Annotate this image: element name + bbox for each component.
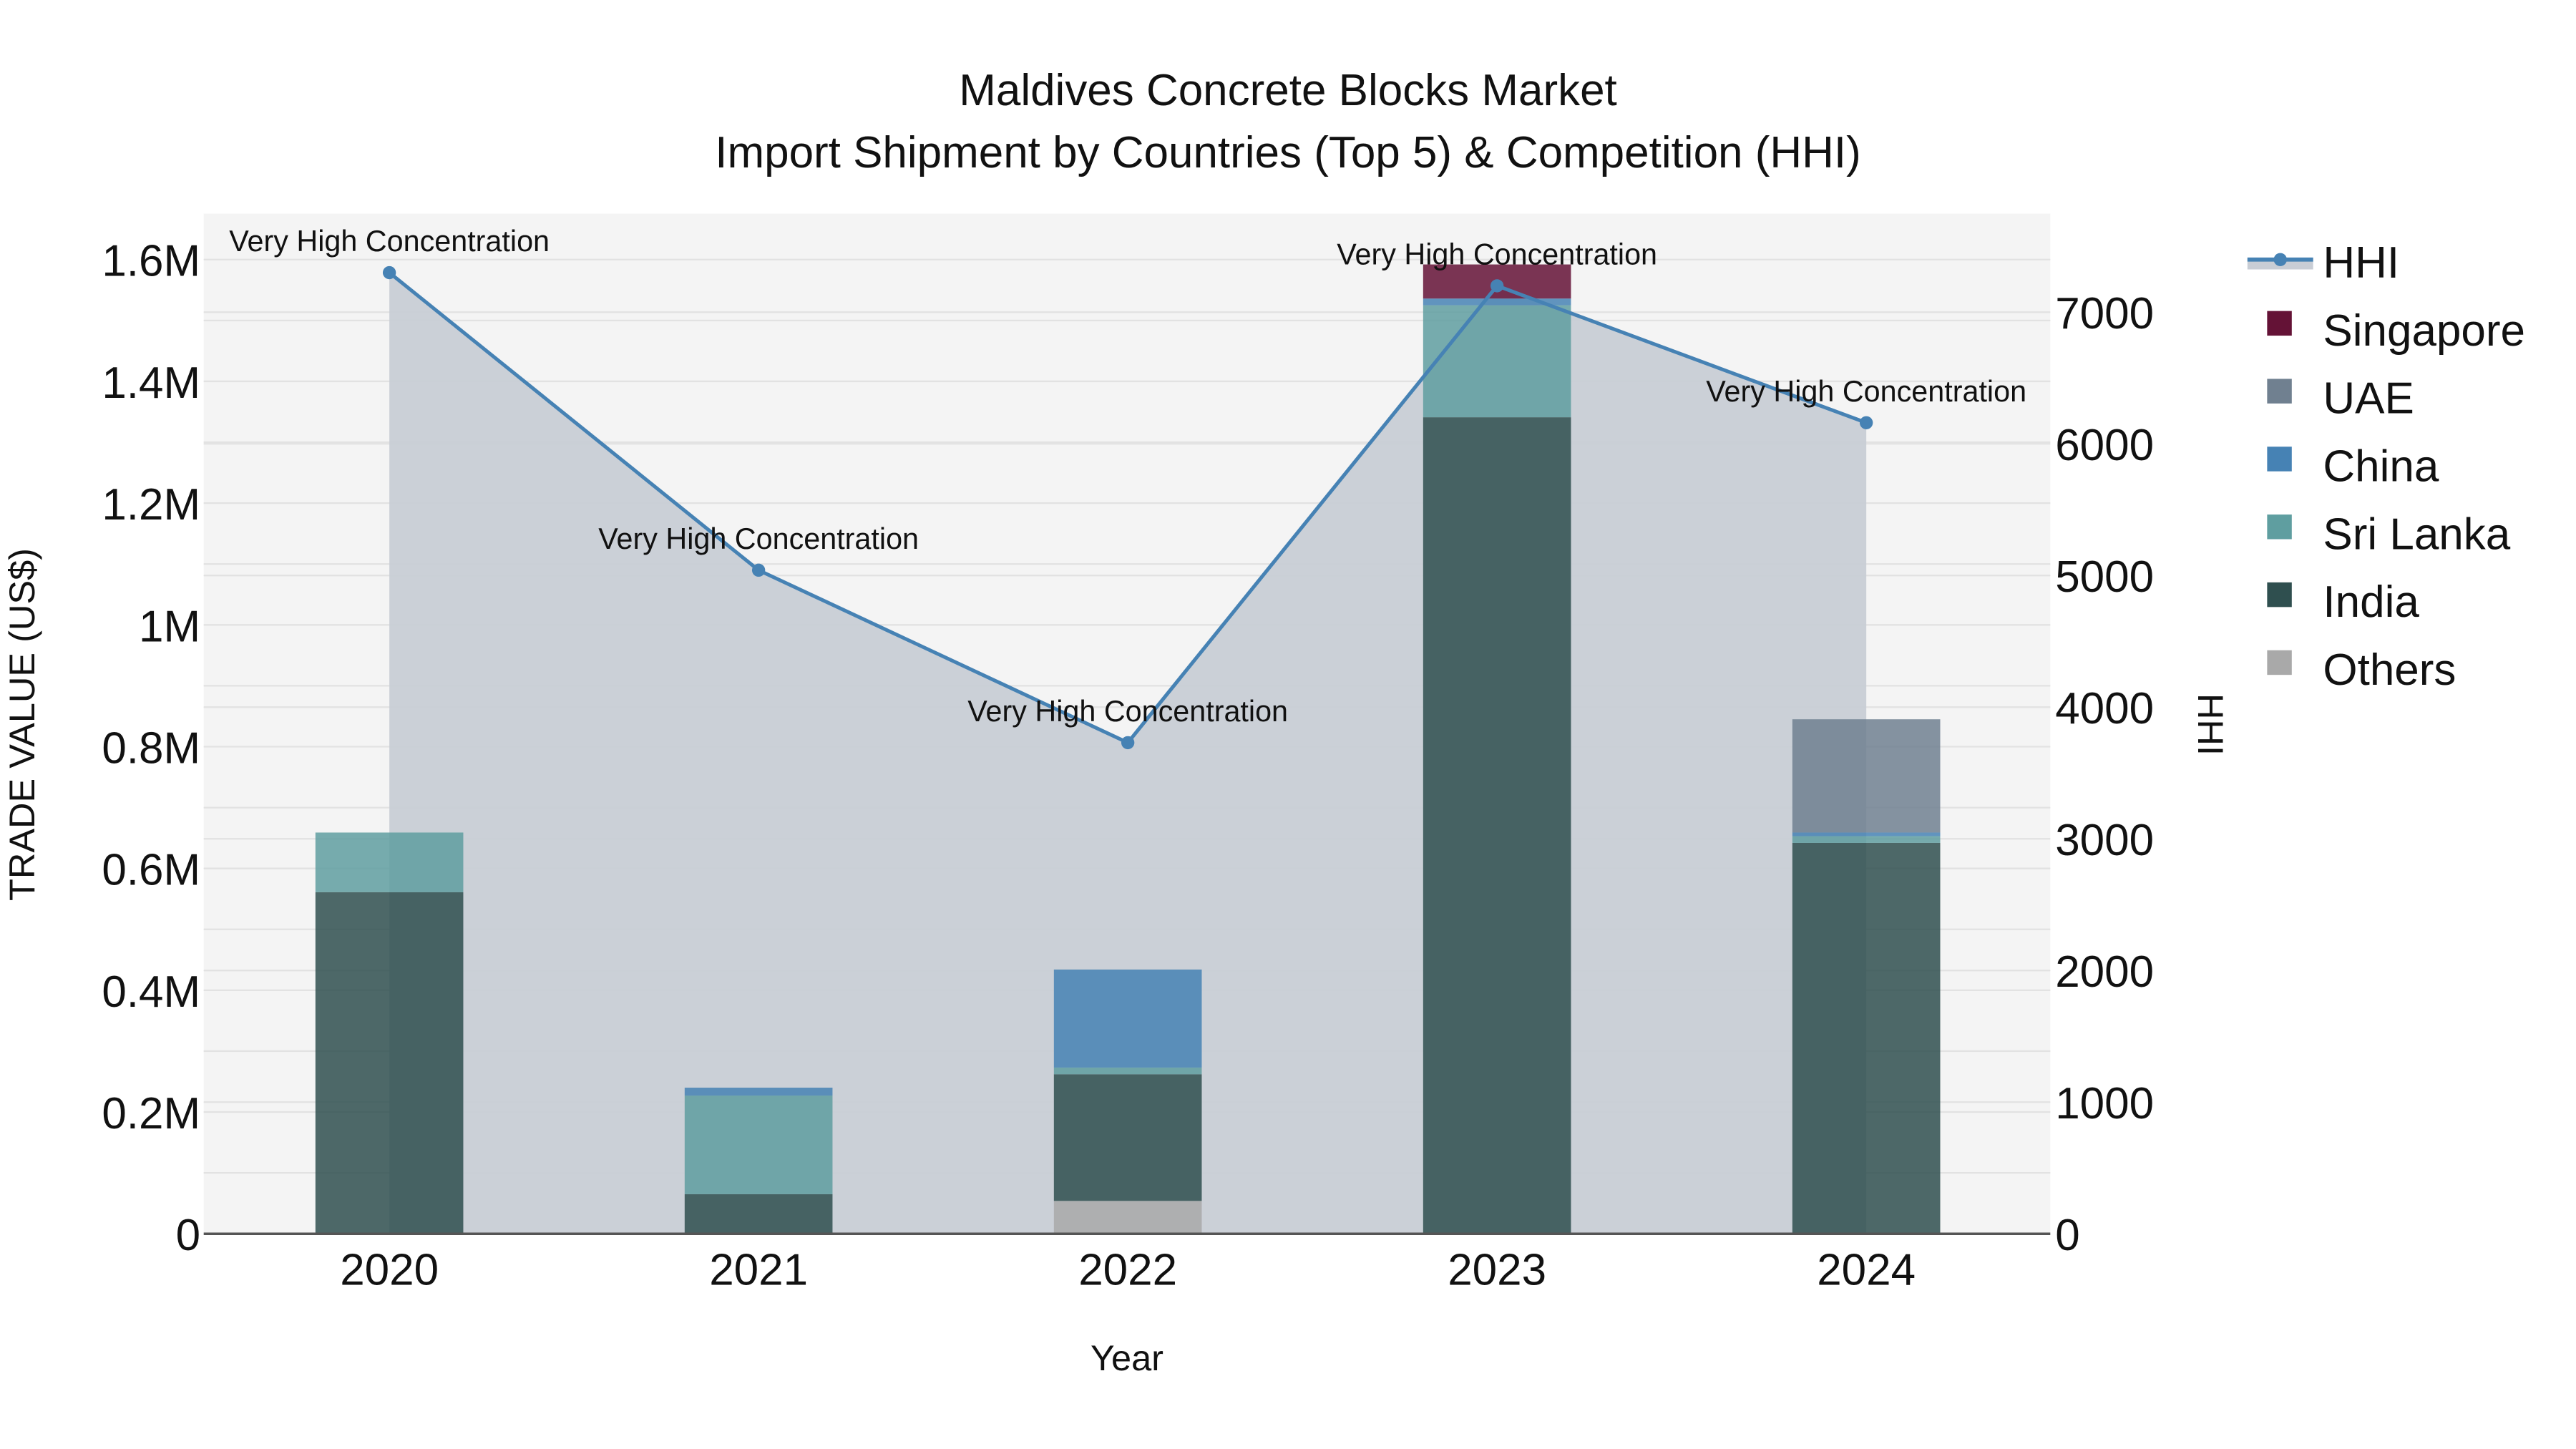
bar-segment-china[interactable]: [1053, 969, 1202, 1068]
x-tick-label: 2020: [340, 1245, 439, 1294]
y-tick-label: 1.2M: [102, 480, 200, 530]
y2-tick-label: 1000: [2055, 1079, 2154, 1128]
hhi-annotation: Very High Concentration: [1706, 375, 2026, 408]
legend-label: Singapore: [2323, 306, 2525, 356]
bar-segment-india[interactable]: [1792, 842, 1941, 1234]
y-axis-ticks: 0 0.2M 0.4M 0.6M 0.8M 1M 1.2M 1.4M 1.6M: [102, 237, 200, 1260]
bar-segment-india[interactable]: [1423, 417, 1571, 1234]
y-tick-label: 0.2M: [102, 1089, 200, 1138]
y2-tick-label: 4000: [2055, 684, 2154, 733]
legend-swatch-icon: [2267, 447, 2292, 472]
y2-tick-label: 0: [2055, 1211, 2079, 1260]
y-tick-label: 0.8M: [102, 723, 200, 773]
legend-item-china[interactable]: China: [2267, 441, 2439, 491]
x-axis-title: Year: [1091, 1337, 1163, 1378]
x-axis-ticks: 2020 2021 2022 2023 2024: [340, 1245, 1916, 1294]
y-tick-label: 0.6M: [102, 846, 200, 895]
bar-segment-uae[interactable]: [1792, 719, 1941, 833]
y2-axis-title: HHI: [2190, 693, 2231, 756]
hhi-annotation: Very High Concentration: [229, 225, 550, 258]
legend-item-others[interactable]: Others: [2267, 645, 2456, 695]
hhi-annotation: Very High Concentration: [967, 695, 1288, 728]
legend-swatch-icon: [2267, 650, 2292, 675]
legend-swatch-icon: [2267, 311, 2292, 336]
legend-label: India: [2323, 577, 2419, 627]
hhi-marker[interactable]: [1121, 736, 1135, 750]
bar-segment-sri-lanka[interactable]: [1423, 305, 1571, 418]
legend-swatch-icon: [2267, 582, 2292, 608]
bar-segment-china[interactable]: [1792, 832, 1941, 836]
bar-segment-india[interactable]: [315, 892, 464, 1234]
bars: [315, 264, 1941, 1234]
legend-swatch-icon: [2267, 379, 2292, 404]
legend-label: Sri Lanka: [2323, 509, 2510, 559]
legend-item-singapore[interactable]: Singapore: [2267, 306, 2525, 356]
y-tick-label: 1.4M: [102, 358, 200, 408]
hhi-marker[interactable]: [1490, 279, 1504, 293]
legend-swatch-icon: [2267, 514, 2292, 540]
x-tick-label: 2021: [709, 1245, 808, 1294]
y2-tick-label: 3000: [2055, 816, 2154, 865]
bar-segment-sri-lanka[interactable]: [1053, 1067, 1202, 1075]
legend-item-uae[interactable]: UAE: [2267, 374, 2414, 424]
bar-segment-china[interactable]: [684, 1088, 833, 1096]
y2-axis-ticks: 0 1000 2000 3000 4000 5000 6000 7000: [2055, 289, 2154, 1260]
y-tick-label: 0.4M: [102, 967, 200, 1017]
hhi-annotation: Very High Concentration: [1337, 238, 1657, 271]
bar-segment-india[interactable]: [684, 1194, 833, 1234]
x-tick-label: 2022: [1078, 1245, 1177, 1294]
chart-title: Maldives Concrete Blocks Market: [959, 66, 1617, 115]
hhi-marker[interactable]: [382, 265, 396, 280]
y-tick-label: 1M: [139, 602, 200, 651]
chart-subtitle: Import Shipment by Countries (Top 5) & C…: [715, 128, 1860, 177]
legend-item-sri-lanka[interactable]: Sri Lanka: [2267, 509, 2511, 559]
hhi-marker[interactable]: [751, 563, 766, 577]
legend-item-india[interactable]: India: [2267, 577, 2419, 627]
y2-tick-label: 2000: [2055, 947, 2154, 997]
bar-segment-others[interactable]: [1053, 1201, 1202, 1234]
legend: HHI Singapore UAE China Sri Lanka India Others: [2247, 238, 2525, 695]
legend-label: Others: [2323, 645, 2456, 695]
y2-tick-label: 5000: [2055, 552, 2154, 602]
bar-segment-sri-lanka[interactable]: [315, 832, 464, 892]
hhi-line: [382, 265, 1873, 750]
bar-segment-china[interactable]: [1423, 298, 1571, 306]
y-axis-title: TRADE VALUE (US$): [1, 548, 42, 901]
annotations: Very High Concentration Very High Concent…: [229, 225, 2026, 728]
bar-segment-india[interactable]: [1053, 1074, 1202, 1201]
hhi-annotation: Very High Concentration: [598, 522, 919, 555]
x-tick-label: 2024: [1817, 1245, 1916, 1294]
legend-label: China: [2323, 441, 2439, 491]
bar-segment-sri-lanka[interactable]: [684, 1096, 833, 1194]
y-tick-label: 1.6M: [102, 237, 200, 286]
legend-item-hhi[interactable]: HHI: [2247, 238, 2399, 288]
y2-tick-label: 6000: [2055, 421, 2154, 470]
legend-label: UAE: [2323, 374, 2414, 424]
x-tick-label: 2023: [1448, 1245, 1546, 1294]
bar-segment-sri-lanka[interactable]: [1792, 836, 1941, 843]
legend-label: HHI: [2323, 238, 2399, 288]
hhi-marker[interactable]: [1859, 416, 1873, 429]
y-tick-label: 0: [176, 1211, 200, 1260]
y2-tick-label: 7000: [2055, 289, 2154, 338]
legend-marker-icon: [2273, 253, 2287, 266]
